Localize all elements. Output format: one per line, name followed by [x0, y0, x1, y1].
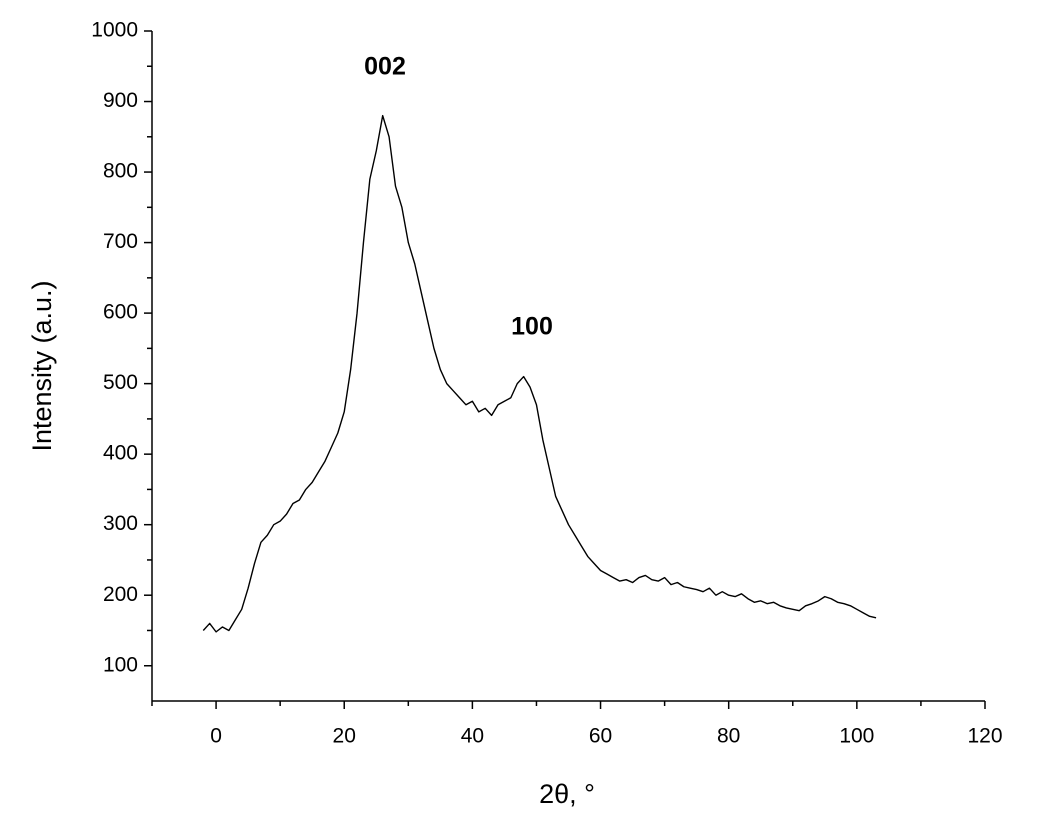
y-tick-label: 600: [103, 301, 138, 324]
y-tick-label: 500: [103, 371, 138, 394]
y-tick-label: 200: [103, 583, 138, 606]
x-tick-label: 100: [839, 725, 874, 748]
y-tick-label: 100: [103, 653, 138, 676]
x-tick-label: 40: [461, 725, 484, 748]
x-axis-label: 2θ, °: [539, 779, 595, 809]
y-tick-label: 300: [103, 512, 138, 535]
y-tick-label: 800: [103, 160, 138, 183]
x-tick-label: 80: [717, 725, 740, 748]
x-tick-label: 20: [333, 725, 356, 748]
y-tick-label: 1000: [91, 19, 138, 42]
x-tick-label: 60: [589, 725, 612, 748]
y-axis-label: Intensity (a.u.): [27, 280, 57, 451]
x-tick-label: 120: [967, 725, 1002, 748]
peak-label: 100: [511, 313, 553, 341]
y-tick-label: 700: [103, 230, 138, 253]
peak-label: 002: [364, 53, 406, 81]
y-tick-label: 900: [103, 89, 138, 112]
x-tick-label: 0: [210, 725, 222, 748]
y-tick-label: 400: [103, 442, 138, 465]
data-line: [202, 114, 877, 633]
